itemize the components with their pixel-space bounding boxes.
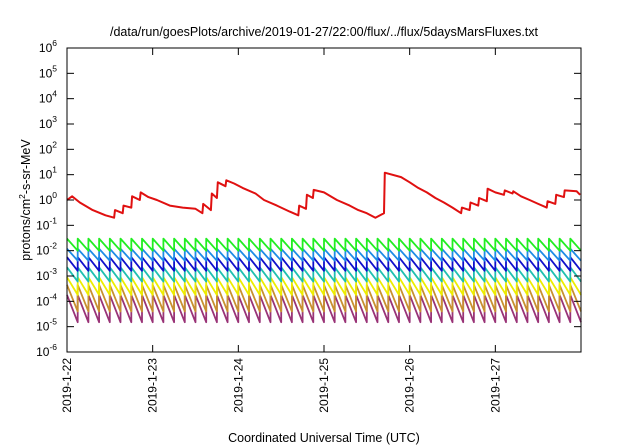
series-line-0 <box>66 171 581 219</box>
y-label-exponent: 2 <box>17 194 27 199</box>
ticks-layer: 106 105 104 103 102 101 100 10-1 10-2 10-3 10-4 10-… <box>36 38 581 413</box>
y-tick-label: 105 <box>39 63 57 80</box>
x-tick-label: 2019-1-27 <box>488 358 502 413</box>
x-tick-label: 2019-1-26 <box>403 358 417 413</box>
y-tick-label: 103 <box>39 114 57 131</box>
y-tick-label: 100 <box>39 190 57 207</box>
x-tick-label: 2019-1-25 <box>317 358 331 413</box>
x-tick-label: 2019-1-22 <box>60 358 74 413</box>
y-tick-label: 101 <box>39 165 57 182</box>
y-tick-label: 106 <box>39 38 57 55</box>
y-tick-label: 102 <box>39 139 57 156</box>
y-tick-label: 10-4 <box>36 291 57 308</box>
plot-frame <box>66 47 582 353</box>
y-tick-label: 10-5 <box>36 317 57 334</box>
x-tick-label: 2019-1-24 <box>231 358 245 413</box>
y-tick-label: 104 <box>39 89 57 106</box>
y-label-base: protons/cm <box>19 199 33 261</box>
series-line-1 <box>66 237 582 252</box>
y-axis-label: protons/cm2-s-sr-MeV <box>17 139 33 261</box>
y-label-units: -s-sr-MeV <box>19 139 33 195</box>
y-tick-label: 10-3 <box>36 266 57 283</box>
chart-title: /data/run/goesPlots/archive/2019-01-27/2… <box>110 25 539 39</box>
x-axis-label: Coordinated Universal Time (UTC) <box>228 431 420 445</box>
x-tick-label: 2019-1-23 <box>146 358 160 413</box>
y-tick-label: 10-1 <box>36 215 57 232</box>
y-tick-label: 10-6 <box>36 342 57 359</box>
y-tick-label: 10-2 <box>36 241 57 258</box>
series-layer <box>66 171 582 324</box>
